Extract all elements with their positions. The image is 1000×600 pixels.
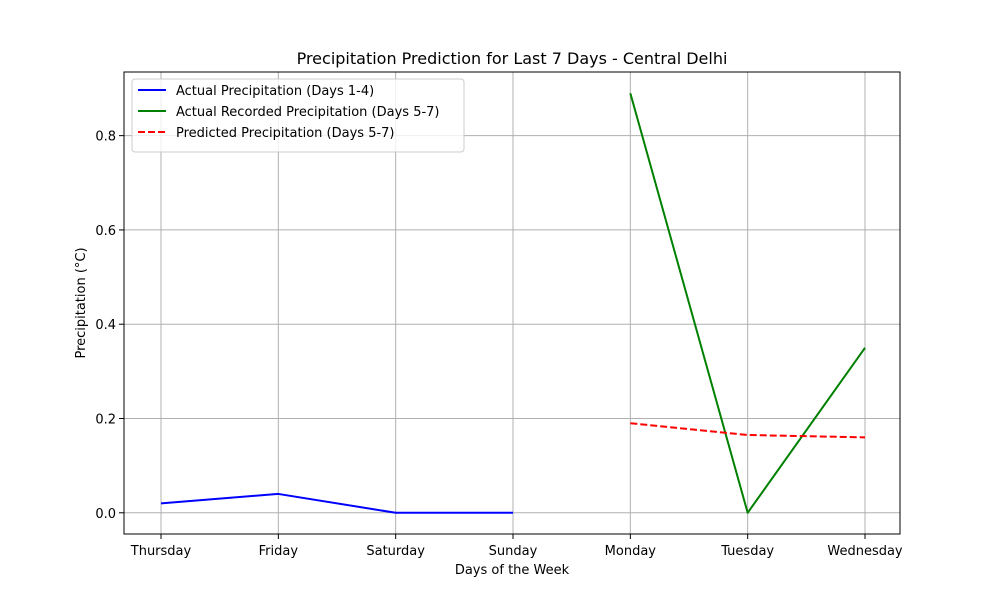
legend-label-3: Predicted Precipitation (Days 5-7) (176, 126, 395, 141)
x-tick-label: Tuesday (720, 544, 774, 559)
tick-layer: Thursday Friday Saturday Sunday Monday Tuesda… (95, 130, 903, 559)
chart-title: Precipitation Prediction for Last 7 Days… (297, 49, 728, 68)
legend: Actual Precipitation (Days 1-4) Actual Re… (131, 78, 465, 153)
series-line-1 (160, 492, 513, 514)
y-tick-label: 0.4 (95, 318, 116, 333)
y-axis-label: Precipitation (°C) (74, 247, 89, 358)
x-tick-label: Thursday (130, 544, 192, 559)
y-tick-label: 0.6 (95, 224, 116, 239)
x-tick-label: Sunday (489, 544, 538, 559)
x-tick-label: Monday (605, 544, 657, 559)
legend-box (131, 78, 465, 153)
x-tick-label: Saturday (366, 544, 425, 559)
x-tick-label: Wednesday (827, 544, 903, 559)
y-tick-label: 0.2 (95, 413, 116, 428)
series-line-3 (630, 422, 866, 439)
series-layer (160, 92, 866, 514)
x-tick-label: Friday (259, 544, 299, 559)
y-tick-label: 0.0 (95, 507, 116, 522)
plot-frame (123, 71, 901, 535)
legend-label-2: Actual Recorded Precipitation (Days 5-7) (176, 105, 440, 120)
x-axis-label: Days of the Week (455, 563, 570, 578)
y-tick-label: 0.8 (95, 130, 116, 145)
legend-label-1: Actual Precipitation (Days 1-4) (176, 84, 374, 99)
